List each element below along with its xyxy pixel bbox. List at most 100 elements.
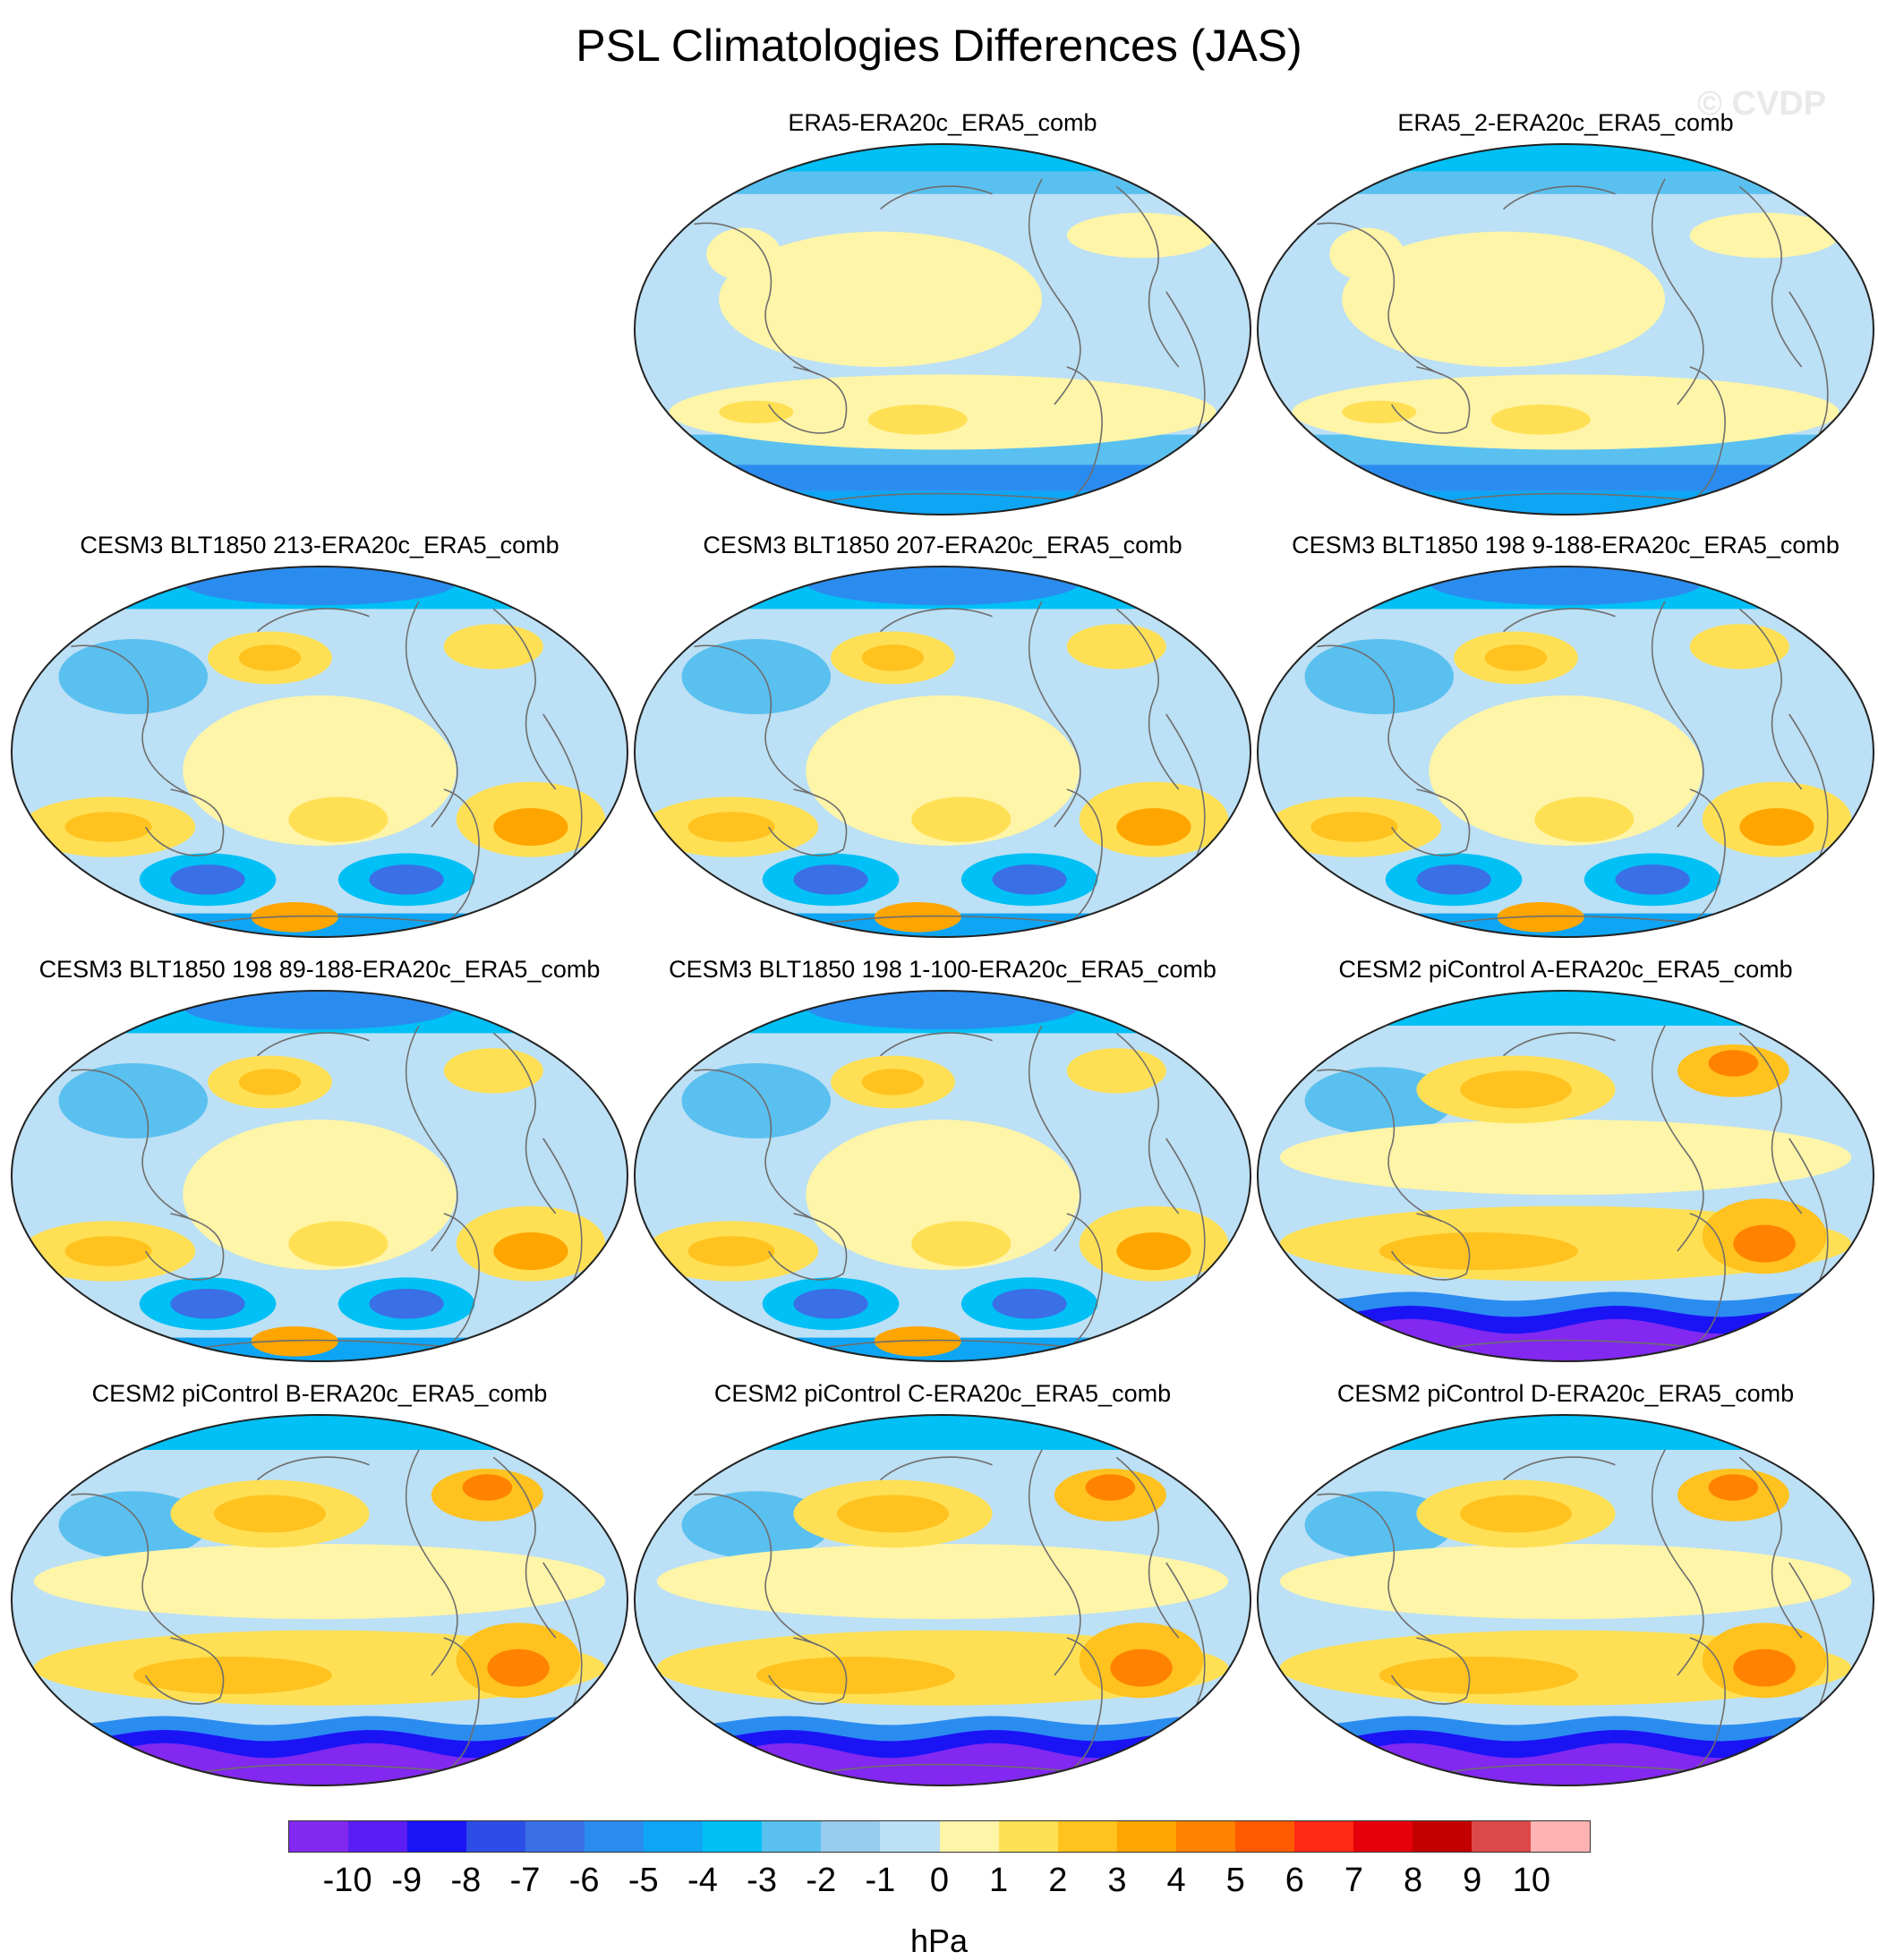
colorbar-swatch bbox=[703, 1821, 763, 1852]
indian-ocean-high-core bbox=[1310, 812, 1398, 842]
southern-low-core bbox=[369, 1289, 444, 1319]
coastline bbox=[1028, 178, 1081, 405]
coastline bbox=[1028, 601, 1081, 828]
southern-low-core bbox=[369, 865, 444, 895]
coastline bbox=[144, 1637, 225, 1705]
asia-negative-region bbox=[681, 1491, 832, 1559]
asia-negative-region bbox=[681, 639, 832, 714]
panel-title: CESM3 BLT1850 198 9-188-ERA20c_ERA5_comb bbox=[1292, 532, 1840, 558]
north-pacific-high-core bbox=[214, 1495, 326, 1533]
north-atlantic-high bbox=[1689, 624, 1789, 669]
map-panel: CESM2 piControl C-ERA20c_ERA5_comb bbox=[632, 1380, 1253, 1788]
north-pacific-high-core bbox=[1460, 1070, 1572, 1109]
colorbar-units: hPa bbox=[909, 1922, 969, 1959]
southern-positive-core bbox=[1342, 400, 1417, 423]
contour-field bbox=[1258, 1415, 1874, 1785]
arctic-negative-band bbox=[12, 1415, 627, 1450]
coastline bbox=[1066, 366, 1103, 503]
north-pacific-high-core bbox=[1460, 1495, 1572, 1533]
south-atlantic-high-core bbox=[1739, 808, 1814, 846]
world-map bbox=[11, 990, 628, 1362]
colorbar-tick-label: 1 bbox=[989, 1862, 1009, 1899]
coastline bbox=[1651, 1025, 1704, 1252]
colorbar-tick-label: 7 bbox=[1344, 1862, 1364, 1899]
map-panel: CESM3 BLT1850 198 1-100-ERA20c_ERA5_comb bbox=[632, 956, 1253, 1364]
coastline bbox=[443, 788, 480, 925]
contour-field bbox=[1258, 144, 1874, 515]
panel-title: CESM2 piControl C-ERA20c_ERA5_comb bbox=[713, 1380, 1172, 1407]
coastline bbox=[1390, 1213, 1471, 1281]
coastline bbox=[443, 1637, 480, 1774]
southern-ocean-band bbox=[635, 464, 1251, 491]
coastline bbox=[405, 1025, 458, 1252]
coastline bbox=[443, 1213, 480, 1350]
map-panel: CESM3 BLT1850 198 9-188-ERA20c_ERA5_comb bbox=[1255, 532, 1876, 940]
antarctic-positive bbox=[874, 1326, 961, 1357]
coastline bbox=[880, 1456, 993, 1481]
arctic-negative-band bbox=[1258, 991, 1874, 1026]
north-pacific-high-core bbox=[1484, 644, 1548, 671]
coastline bbox=[1317, 1493, 1442, 1647]
colorbar-tick-label: 2 bbox=[1048, 1862, 1068, 1899]
pacific-positive-region bbox=[806, 695, 1080, 846]
colorbar-swatch bbox=[525, 1821, 585, 1852]
coastline bbox=[1028, 1449, 1081, 1676]
coastline bbox=[1066, 1213, 1103, 1350]
south-atlantic-high-core bbox=[493, 808, 568, 846]
map-panel: ERA5-ERA20c_ERA5_comb bbox=[632, 109, 1253, 517]
coastline bbox=[1738, 1032, 1803, 1214]
coastline bbox=[1115, 1456, 1180, 1639]
south-atlantic-high-core bbox=[1733, 1224, 1796, 1263]
north-pacific-high-core bbox=[837, 1495, 949, 1533]
map-border bbox=[11, 990, 628, 1362]
indian-ocean-high-core bbox=[64, 812, 152, 842]
coastline bbox=[144, 788, 225, 856]
asia-negative-region bbox=[58, 639, 209, 714]
colorbar-tick-label: -1 bbox=[865, 1862, 896, 1899]
coastline bbox=[1503, 1456, 1616, 1481]
southern-low-core bbox=[992, 1289, 1067, 1319]
arctic-negative-band bbox=[635, 171, 1251, 194]
map-border bbox=[1257, 990, 1874, 1362]
coastline bbox=[1390, 788, 1471, 856]
north-pacific-high-core bbox=[861, 1069, 925, 1095]
coastline bbox=[257, 1032, 370, 1057]
colorbar-swatch bbox=[407, 1821, 467, 1852]
colorbar-tick-label: 10 bbox=[1512, 1862, 1550, 1899]
map-panel: CESM2 piControl D-ERA20c_ERA5_comb bbox=[1255, 1380, 1876, 1788]
colorbar-swatch bbox=[998, 1821, 1058, 1852]
southern-positive-core bbox=[1490, 405, 1591, 435]
asia-negative-region bbox=[1304, 1067, 1455, 1135]
colorbar-tick-label: -4 bbox=[687, 1862, 718, 1899]
antarctic-positive bbox=[251, 1326, 338, 1357]
map-border bbox=[634, 990, 1251, 1362]
coastline bbox=[694, 1069, 819, 1223]
antarctica-band bbox=[1258, 490, 1874, 515]
southern-low-core bbox=[992, 865, 1067, 895]
indian-ocean-high-core bbox=[687, 1236, 775, 1266]
north-atlantic-high bbox=[443, 624, 543, 669]
contour-field bbox=[1258, 567, 1874, 937]
coastline bbox=[257, 608, 370, 633]
colorbar-tick-label: -7 bbox=[509, 1862, 541, 1899]
colorbar-swatch bbox=[880, 1821, 940, 1852]
south-atlantic-high-core bbox=[1110, 1649, 1173, 1687]
colorbar-tick-label: 9 bbox=[1463, 1862, 1482, 1899]
map-border bbox=[1257, 143, 1874, 516]
contour-field bbox=[635, 1415, 1251, 1785]
colorbar-swatch bbox=[1471, 1821, 1531, 1852]
colorbar-swatch bbox=[289, 1821, 349, 1852]
south-pacific-high bbox=[1534, 797, 1635, 842]
coastline bbox=[405, 1449, 458, 1676]
tropical-positive-belt bbox=[33, 1544, 606, 1619]
coastline bbox=[1689, 788, 1726, 925]
north-atlantic-high bbox=[443, 1048, 543, 1094]
panel-title: CESM2 piControl D-ERA20c_ERA5_comb bbox=[1336, 1380, 1795, 1407]
coastline bbox=[880, 608, 993, 633]
southern-low-core bbox=[1615, 865, 1690, 895]
arctic-negative-band bbox=[635, 1415, 1251, 1450]
pacific-positive-region bbox=[183, 1120, 457, 1270]
tropical-positive-belt bbox=[1279, 1544, 1852, 1619]
panel-title: CESM3 BLT1850 213-ERA20c_ERA5_comb bbox=[80, 532, 559, 558]
coastline bbox=[694, 222, 819, 376]
